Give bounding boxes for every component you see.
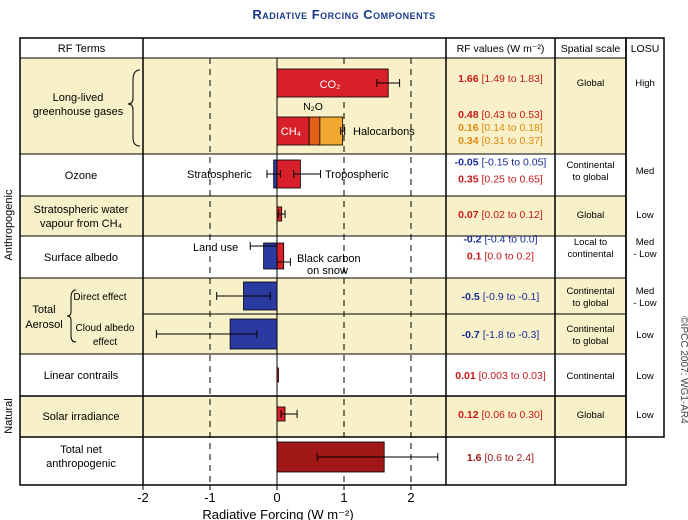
chart-title: Radiative Forcing Components [252, 7, 436, 22]
bar-label-ch4: CH₄ [281, 126, 302, 138]
row-label: Ozone [65, 170, 97, 182]
losu-value: Low [636, 410, 654, 421]
row-label: Solar irradiance [42, 411, 119, 423]
bar-label-black-carbon: Black carbon [297, 253, 361, 265]
row-label: Long-lived [53, 92, 104, 104]
x-tick-label: 1 [340, 490, 347, 505]
spatial-scale-value: to global [573, 298, 609, 309]
spatial-scale-value: Global [577, 78, 604, 89]
losu-value: Low [636, 371, 654, 382]
spatial-scale-value: Continental [566, 371, 614, 382]
row-label: Direct effect [73, 292, 126, 303]
spatial-scale-value: to global [573, 336, 609, 347]
losu-value: Low [636, 210, 654, 221]
losu-frame [625, 37, 665, 438]
x-axis-label: Radiative Forcing (W m⁻²) [202, 507, 353, 520]
aerosol-label: Aerosol [25, 319, 62, 331]
rf-value: 0.48 [0.43 to 0.53] [458, 109, 543, 121]
aerosol-label: Total [32, 304, 55, 316]
x-tick-label: 0 [273, 490, 280, 505]
spatial-scale-value: Continental [566, 160, 614, 171]
brace-ghg [127, 69, 141, 147]
row-label: Stratospheric water [34, 204, 129, 216]
row-label: anthropogenic [46, 458, 116, 470]
row-label: Cloud albedo [76, 323, 135, 334]
bar-label-black-carbon: on snow [307, 265, 348, 277]
copyright-text: ©IPCC 2007: WG1-AR4 [678, 316, 688, 424]
spatial-scale-value: Continental [566, 324, 614, 335]
spatial-scale-value: to global [573, 172, 609, 183]
rf-value: 0.34 [0.31 to 0.37] [458, 135, 543, 147]
shaded-band [20, 196, 626, 236]
bar-label-n2o: N₂O [303, 101, 323, 113]
losu-value: - Low [633, 298, 656, 309]
rf-value: 0.12 [0.06 to 0.30] [458, 409, 543, 421]
rf-value: 0.07 [0.02 to 0.12] [458, 209, 543, 221]
spatial-scale-value: Continental [566, 286, 614, 297]
spatial-scale-value: Local to [574, 237, 607, 248]
row-label: effect [93, 337, 117, 348]
bar-n2o [308, 116, 321, 146]
bar-land-use [263, 242, 278, 270]
x-tick-label: -1 [204, 490, 216, 505]
rf-value: 0.16 [0.14 to 0.18] [458, 122, 543, 134]
group-label-natural: Natural [3, 398, 15, 433]
rf-value: 0.1 [0.0 to 0.2] [467, 251, 534, 263]
header-losu: LOSU [631, 43, 660, 55]
row-label: Total net [60, 444, 102, 456]
rf-value: -0.5 [-0.9 to -0.1] [462, 291, 540, 303]
rf-value: -0.7 [-1.8 to -0.3] [462, 329, 540, 341]
header-rf-terms: RF Terms [58, 43, 106, 55]
row-label: Surface albedo [44, 252, 118, 264]
bar-black-carbon [276, 242, 285, 270]
shaded-band [20, 396, 626, 437]
losu-value: Med [636, 286, 654, 297]
bar-halocarbons [319, 116, 344, 146]
losu-value: Low [636, 330, 654, 341]
bar-label-halocarbons: Halocarbons [353, 126, 415, 138]
rf-value: 0.01 [0.003 to 0.03] [455, 370, 546, 382]
brace-aerosol [66, 289, 77, 343]
bar-label-land-use: Land use [193, 242, 238, 254]
spatial-scale-value: continental [568, 249, 614, 260]
bar-label-co2: CO₂ [320, 79, 341, 91]
rf-value: -0.2 [-0.4 to 0.0] [463, 234, 537, 246]
row-label: vapour from CH₄ [40, 218, 123, 230]
x-tick-label: -2 [137, 490, 149, 505]
rf-value: 0.35 [0.25 to 0.65] [458, 174, 543, 186]
bar-ch4 [276, 116, 310, 146]
losu-value: High [635, 78, 655, 89]
rf-value: -0.05 [-0.15 to 0.05] [455, 157, 547, 169]
losu-value: Med [636, 166, 654, 177]
group-label-anthropogenic: Anthropogenic [3, 189, 15, 260]
losu-value: - Low [633, 249, 656, 260]
bar-label-stratospheric: Stratospheric [187, 169, 252, 181]
bar-label-tropospheric: Tropospheric [325, 169, 389, 181]
header-rf-values: RF values (W m⁻²) [457, 43, 545, 55]
x-tick-label: 2 [407, 490, 414, 505]
row-label: Linear contrails [44, 370, 119, 382]
rf-value: 1.6 [0.6 to 2.4] [467, 452, 534, 464]
rf-value: 1.66 [1.49 to 1.83] [458, 73, 543, 85]
losu-value: Med [636, 237, 654, 248]
shaded-band [20, 278, 626, 354]
header-spatial-scale: Spatial scale [561, 43, 621, 55]
spatial-scale-value: Global [577, 410, 604, 421]
spatial-scale-value: Global [577, 210, 604, 221]
row-label: greenhouse gases [33, 106, 124, 118]
bar-linear-contrails [276, 367, 279, 383]
